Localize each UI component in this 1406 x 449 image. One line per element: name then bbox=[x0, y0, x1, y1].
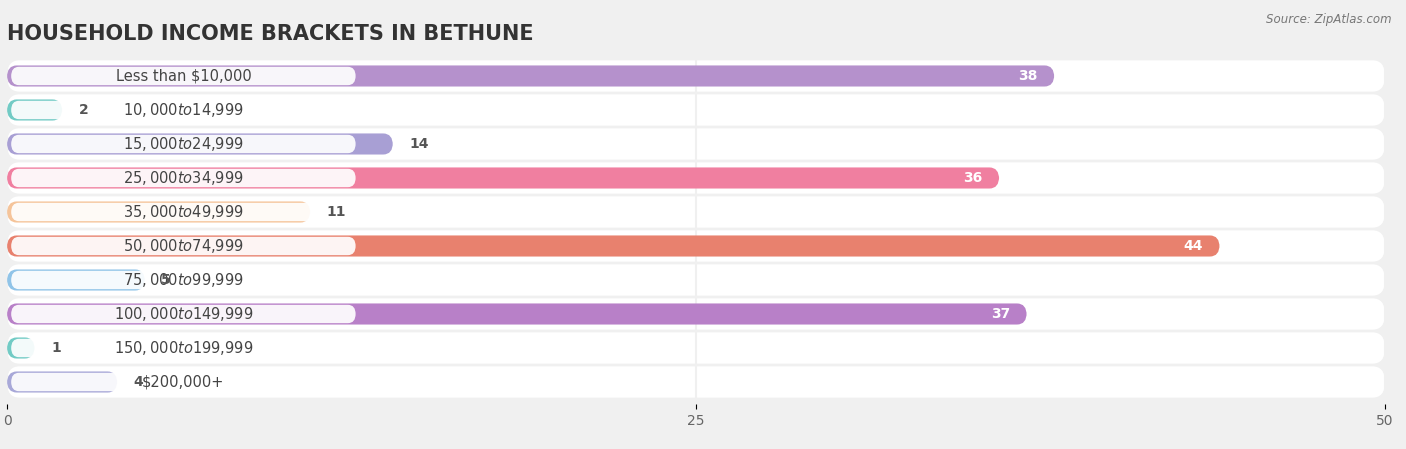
FancyBboxPatch shape bbox=[7, 371, 117, 392]
Text: 2: 2 bbox=[79, 103, 89, 117]
FancyBboxPatch shape bbox=[11, 237, 356, 255]
FancyBboxPatch shape bbox=[7, 304, 1026, 325]
Text: $15,000 to $24,999: $15,000 to $24,999 bbox=[122, 135, 243, 153]
FancyBboxPatch shape bbox=[7, 366, 1385, 398]
FancyBboxPatch shape bbox=[11, 271, 356, 289]
Text: HOUSEHOLD INCOME BRACKETS IN BETHUNE: HOUSEHOLD INCOME BRACKETS IN BETHUNE bbox=[7, 24, 534, 44]
FancyBboxPatch shape bbox=[7, 298, 1385, 330]
FancyBboxPatch shape bbox=[7, 202, 311, 223]
Text: $150,000 to $199,999: $150,000 to $199,999 bbox=[114, 339, 253, 357]
FancyBboxPatch shape bbox=[7, 94, 1385, 126]
Text: 14: 14 bbox=[409, 137, 429, 151]
FancyBboxPatch shape bbox=[7, 99, 62, 120]
FancyBboxPatch shape bbox=[7, 163, 1385, 194]
Text: 5: 5 bbox=[162, 273, 172, 287]
Text: 44: 44 bbox=[1184, 239, 1204, 253]
Text: $200,000+: $200,000+ bbox=[142, 374, 225, 389]
FancyBboxPatch shape bbox=[7, 269, 145, 291]
Text: $25,000 to $34,999: $25,000 to $34,999 bbox=[122, 169, 243, 187]
FancyBboxPatch shape bbox=[11, 169, 356, 187]
Text: $50,000 to $74,999: $50,000 to $74,999 bbox=[122, 237, 243, 255]
FancyBboxPatch shape bbox=[7, 196, 1385, 228]
Text: $100,000 to $149,999: $100,000 to $149,999 bbox=[114, 305, 253, 323]
FancyBboxPatch shape bbox=[7, 167, 1000, 189]
Text: 1: 1 bbox=[51, 341, 60, 355]
FancyBboxPatch shape bbox=[11, 135, 356, 153]
Text: $10,000 to $14,999: $10,000 to $14,999 bbox=[122, 101, 243, 119]
FancyBboxPatch shape bbox=[7, 60, 1385, 92]
Text: 36: 36 bbox=[963, 171, 983, 185]
FancyBboxPatch shape bbox=[7, 332, 1385, 364]
FancyBboxPatch shape bbox=[7, 133, 392, 154]
FancyBboxPatch shape bbox=[7, 66, 1054, 87]
FancyBboxPatch shape bbox=[11, 373, 356, 391]
Text: 38: 38 bbox=[1018, 69, 1038, 83]
Text: 11: 11 bbox=[326, 205, 346, 219]
FancyBboxPatch shape bbox=[7, 338, 35, 359]
Text: 4: 4 bbox=[134, 375, 143, 389]
FancyBboxPatch shape bbox=[11, 339, 356, 357]
FancyBboxPatch shape bbox=[11, 203, 356, 221]
FancyBboxPatch shape bbox=[7, 264, 1385, 295]
FancyBboxPatch shape bbox=[7, 230, 1385, 262]
Text: Source: ZipAtlas.com: Source: ZipAtlas.com bbox=[1267, 13, 1392, 26]
Text: Less than $10,000: Less than $10,000 bbox=[115, 69, 252, 84]
FancyBboxPatch shape bbox=[11, 305, 356, 323]
FancyBboxPatch shape bbox=[7, 235, 1219, 256]
Text: 37: 37 bbox=[991, 307, 1010, 321]
Text: $35,000 to $49,999: $35,000 to $49,999 bbox=[122, 203, 243, 221]
FancyBboxPatch shape bbox=[7, 128, 1385, 160]
FancyBboxPatch shape bbox=[11, 67, 356, 85]
Text: $75,000 to $99,999: $75,000 to $99,999 bbox=[122, 271, 243, 289]
FancyBboxPatch shape bbox=[11, 101, 356, 119]
